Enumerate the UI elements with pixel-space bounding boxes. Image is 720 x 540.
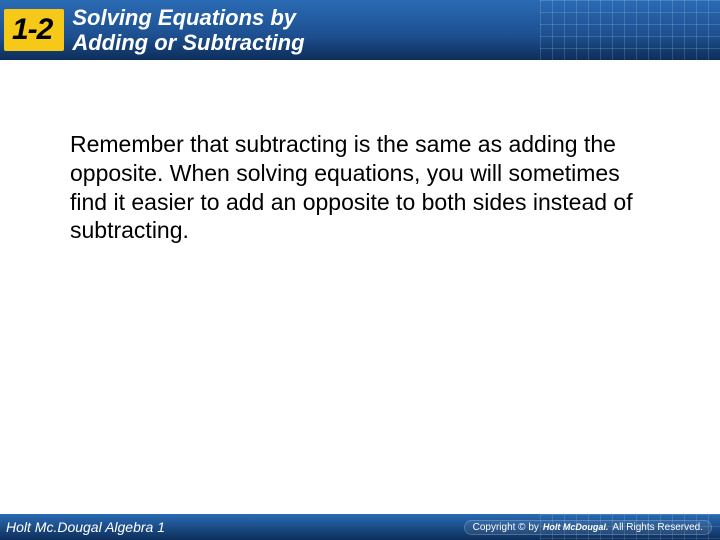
footer-book-title: Holt Mc.Dougal Algebra 1 (6, 519, 165, 535)
header-grid-decoration (540, 0, 720, 60)
copyright-badge: Copyright © by Holt McDougal. All Rights… (464, 520, 712, 535)
copyright-prefix: Copyright © by (473, 522, 539, 533)
title-line-2: Adding or Subtracting (72, 30, 304, 55)
footer-copyright: Copyright © by Holt McDougal. All Rights… (464, 520, 712, 535)
title-line-1: Solving Equations by (72, 5, 304, 30)
publisher-logo-text: Holt McDougal. (543, 523, 609, 532)
rights-reserved-text: All Rights Reserved. (612, 522, 703, 533)
body-paragraph: Remember that subtracting is the same as… (70, 130, 660, 245)
slide-header: 1-2 Solving Equations by Adding or Subtr… (0, 0, 720, 60)
section-number-badge: 1-2 (4, 9, 64, 51)
slide-title: Solving Equations by Adding or Subtracti… (72, 5, 304, 56)
slide-footer: Holt Mc.Dougal Algebra 1 Copyright © by … (0, 514, 720, 540)
slide-content: Remember that subtracting is the same as… (0, 60, 720, 245)
